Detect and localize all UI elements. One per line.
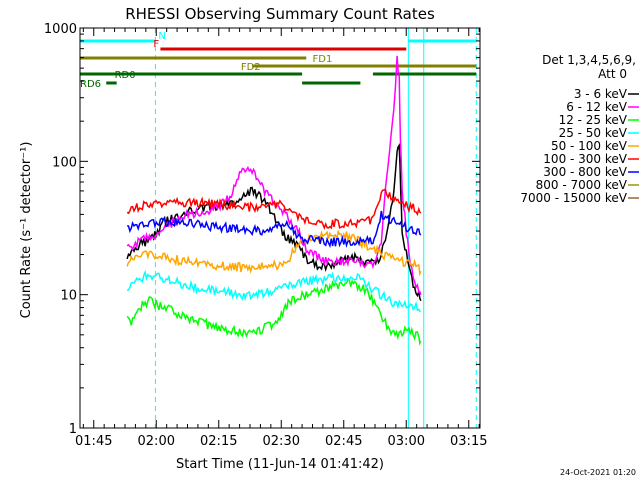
legend-label-4: 50 - 100 keV — [551, 139, 628, 153]
plot-area: NF FD1 FD2 RD0 RD6 — [80, 28, 477, 428]
legend-label-5: 100 - 300 keV — [543, 152, 627, 166]
x-tick-label: 03:15 — [450, 434, 487, 449]
plot-timestamp: 24-Oct-2021 01:20 — [560, 468, 636, 477]
flag-label-fd2: FD2 — [241, 62, 261, 73]
series-line-2 — [126, 278, 422, 346]
legend-label-1: 6 - 12 keV — [566, 100, 628, 114]
x-tick-label: 02:15 — [200, 434, 237, 449]
legend-label-3: 25 - 50 keV — [559, 126, 628, 140]
flag-label-fd1: FD1 — [313, 54, 333, 65]
x-tick-label: 02:30 — [263, 434, 300, 449]
legend-label-8: 7000 - 15000 keV — [520, 191, 627, 205]
y-tick-label: 10 — [60, 289, 77, 304]
legend-label-0: 3 - 6 keV — [574, 87, 628, 101]
legend-title-line-1: Det 1,3,4,5,6,9, — [542, 53, 636, 67]
x-tick-label: 01:45 — [75, 434, 112, 449]
axes: 01:45 02:00 02:15 02:30 02:45 03:00 03:15 1 10 10… — [44, 22, 488, 449]
flag-label-f: F — [153, 39, 159, 50]
plot-frame — [79, 27, 481, 429]
series-line-6 — [126, 210, 422, 249]
flag-label-rd0: RD0 — [115, 70, 136, 81]
series-line-4 — [126, 229, 422, 277]
flag-label-n: N — [158, 31, 165, 42]
x-tick-label: 02:45 — [325, 434, 362, 449]
y-tick-label: 100 — [52, 155, 77, 170]
legend-title-line-2: Att 0 — [598, 67, 627, 81]
x-tick-label: 02:00 — [138, 434, 175, 449]
legend-label-2: 12 - 25 keV — [559, 113, 628, 127]
flag-label-rd6: RD6 — [80, 79, 101, 90]
chart-title: RHESSI Observing Summary Count Rates — [125, 5, 435, 23]
y-tick-label: 1 — [69, 422, 77, 437]
series-line-5 — [126, 188, 422, 231]
y-tick-label: 1000 — [44, 22, 77, 37]
x-axis-label: Start Time (11-Jun-14 01:41:42) — [176, 457, 384, 472]
x-tick-label: 03:00 — [388, 434, 425, 449]
series-line-3 — [126, 269, 421, 313]
legend-label-7: 800 - 7000 keV — [536, 178, 628, 192]
legend-label-6: 300 - 800 keV — [543, 165, 627, 179]
y-axis-label: Count Rate (s⁻¹ detector⁻¹) — [19, 142, 34, 319]
